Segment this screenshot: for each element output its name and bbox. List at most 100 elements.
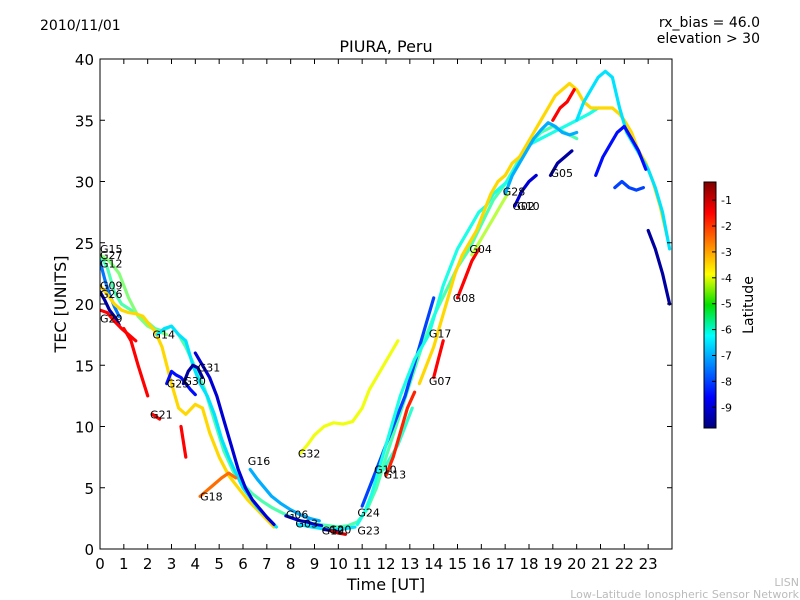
colorbar-label: Latitude xyxy=(741,276,757,334)
satellite-label: G19 xyxy=(322,525,345,538)
series-line-g24 xyxy=(360,296,436,508)
satellite-label: G29 xyxy=(100,313,123,326)
date-label: 2010/11/01 xyxy=(40,18,121,34)
y-tick-label: 20 xyxy=(75,296,94,314)
satellite-label: G21 xyxy=(150,408,173,421)
x-tick-label: 1 xyxy=(119,555,129,573)
series-line-g13b xyxy=(594,124,648,177)
x-tick-label: 16 xyxy=(472,555,491,573)
x-axis-label: Time [UT] xyxy=(346,575,425,594)
x-tick-label: 19 xyxy=(543,555,562,573)
y-tick-label: 35 xyxy=(75,112,94,130)
series-line-g18 xyxy=(198,471,238,498)
satellite-label: G03 xyxy=(295,517,318,530)
colorbar-tick-label: -9 xyxy=(721,401,732,414)
satellite-label: G08 xyxy=(453,292,476,305)
series-line-g25 xyxy=(165,369,197,397)
x-tick-label: 23 xyxy=(639,555,658,573)
series-line-g32 xyxy=(298,339,400,455)
y-tick-label: 25 xyxy=(75,235,94,253)
series-line-g06 xyxy=(284,514,324,528)
satellite-label: G07 xyxy=(429,375,452,388)
satellite-label: G13 xyxy=(384,468,407,481)
x-tick-label: 4 xyxy=(191,555,201,573)
series-line-g30 xyxy=(181,363,205,386)
series-line-g05 xyxy=(548,149,574,177)
satellite-label: G12 xyxy=(100,258,123,271)
colorbar-tick-label: -4 xyxy=(721,272,732,285)
x-tick-label: 17 xyxy=(496,555,515,573)
satellite-label: G05 xyxy=(550,167,573,180)
series-line-g17 xyxy=(417,81,669,386)
satellite-label: G27 xyxy=(100,249,123,262)
x-tick-label: 14 xyxy=(424,555,443,573)
series-line-g28 xyxy=(503,121,579,196)
x-tick-label: 22 xyxy=(615,555,634,573)
series-line-g08 xyxy=(455,247,481,300)
colorbar-tick-label: -1 xyxy=(721,194,732,207)
x-tick-label: 5 xyxy=(214,555,224,573)
x-tick-label: 13 xyxy=(400,555,419,573)
satellite-label: G14 xyxy=(152,329,175,342)
x-tick-label: 15 xyxy=(448,555,467,573)
satellite-label: G15 xyxy=(100,243,123,256)
colorbar-tick-label: -3 xyxy=(721,246,732,259)
colorbar-tick-label: -2 xyxy=(721,220,732,233)
series-line-g16 xyxy=(248,467,321,523)
y-axis: 0 5 10 15 20 25 30 35 40 xyxy=(75,51,672,559)
series-line-g18b xyxy=(551,87,576,122)
satellite-label: G17 xyxy=(429,327,452,340)
satellite-label: G31 xyxy=(198,362,221,375)
x-axis: 0 1 2 3 4 5 6 7 8 9 10 11 12 13 14 15 16 17 18 19 20 21 22 23 xyxy=(95,59,658,573)
rx-bias-label: rx_bias = 46.0 xyxy=(659,15,760,31)
satellite-label: G06 xyxy=(286,509,309,522)
series-layer xyxy=(100,69,672,536)
x-tick-label: 18 xyxy=(519,555,538,573)
series-line-g23 xyxy=(355,106,600,527)
colorbar-tick-label: -8 xyxy=(721,375,732,388)
x-tick-label: 0 xyxy=(95,555,105,573)
colorbar-ticks: -1 -2 -3 -4 -5 -6 -7 -8 -9 xyxy=(712,194,732,414)
satellite-label: G25 xyxy=(167,378,190,391)
satellite-label: G10 xyxy=(517,200,540,213)
satellite-label: G26 xyxy=(100,288,123,301)
series-line-g02 xyxy=(513,173,538,208)
y-tick-label: 10 xyxy=(75,419,94,437)
satellite-label: G32 xyxy=(298,447,321,460)
colorbar-tick-label: -5 xyxy=(721,298,732,311)
chart-title: PIURA, Peru xyxy=(339,37,432,56)
series-line-g09 xyxy=(100,284,276,529)
series-line-g21 xyxy=(122,326,150,398)
satellite-label: G18 xyxy=(200,490,223,503)
watermark-long: Low-Latitude Ionospheric Sensor Network xyxy=(570,588,799,600)
satellite-label: G28 xyxy=(503,185,526,198)
satellite-label: G02 xyxy=(512,200,535,213)
x-tick-label: 9 xyxy=(310,555,320,573)
satellite-label: G23 xyxy=(357,525,380,538)
y-axis-label: TEC [UNITS] xyxy=(51,256,70,354)
x-tick-label: 12 xyxy=(376,555,395,573)
y-tick-label: 5 xyxy=(84,480,94,498)
satellite-label: G04 xyxy=(469,243,492,256)
x-tick-label: 20 xyxy=(567,555,586,573)
series-line-g04 xyxy=(470,192,510,257)
x-tick-label: 8 xyxy=(286,555,296,573)
satellite-label: G09 xyxy=(100,280,123,293)
satellite-label: G10 xyxy=(374,463,397,476)
colorbar xyxy=(703,181,717,429)
y-tick-label: 0 xyxy=(84,541,94,559)
colorbar-tick-label: -7 xyxy=(721,349,732,362)
satellite-label: G20 xyxy=(329,523,352,536)
y-tick-label: 30 xyxy=(75,174,94,192)
series-line-g21b xyxy=(150,412,162,421)
x-tick-label: 10 xyxy=(329,555,348,573)
satellite-label: G16 xyxy=(248,455,271,468)
series-line-g03b xyxy=(575,69,672,251)
x-tick-label: 2 xyxy=(143,555,153,573)
series-line-g26 xyxy=(100,290,121,327)
series-line-g20 xyxy=(329,528,348,536)
watermark-short: LISN xyxy=(774,576,799,589)
x-tick-label: 3 xyxy=(167,555,177,573)
series-line-g20b xyxy=(613,179,646,192)
